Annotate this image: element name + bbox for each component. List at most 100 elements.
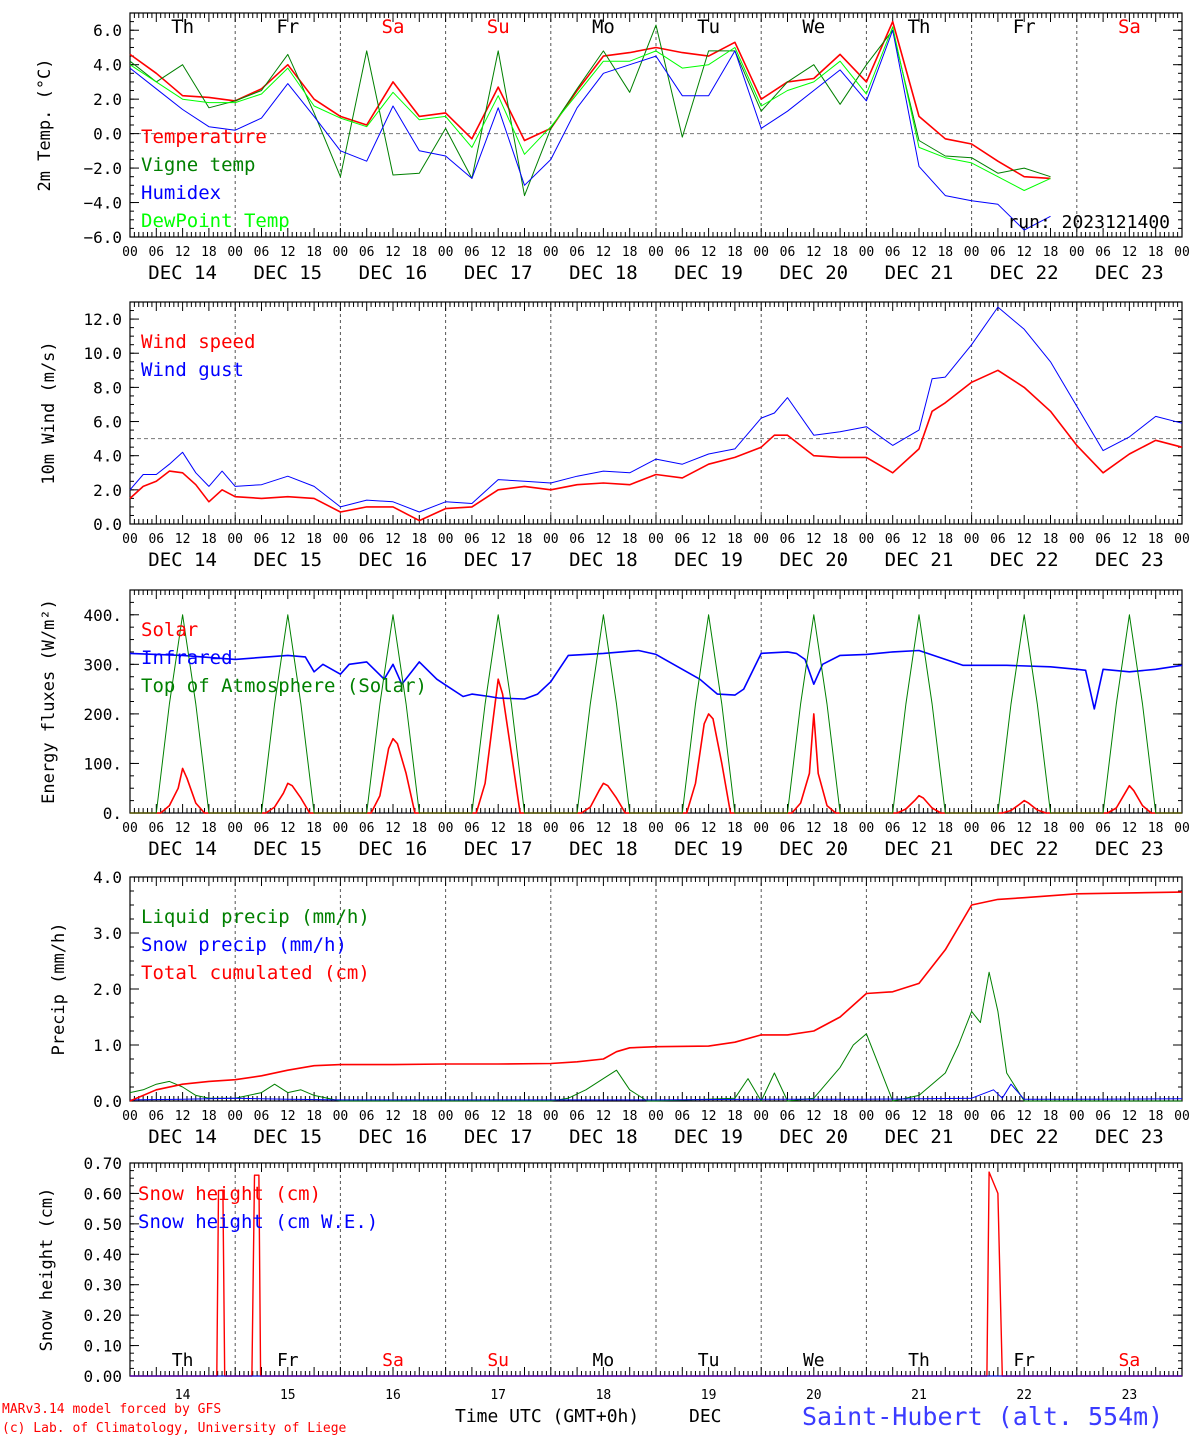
date-label: DEC 21	[885, 838, 954, 860]
hour-label: 00	[648, 245, 664, 260]
hour-label: 18	[411, 245, 427, 260]
hour-label: 12	[490, 1109, 506, 1124]
date-label: DEC 23	[1095, 549, 1164, 571]
date-label: DEC 19	[674, 262, 743, 284]
hour-label: 00	[122, 821, 138, 836]
hour-label: 18	[622, 821, 638, 836]
y-tick-label: 0.50	[83, 1215, 122, 1234]
hour-label: 06	[464, 245, 480, 260]
hour-label: 18	[937, 1109, 953, 1124]
date-label: DEC 23	[1095, 1126, 1164, 1148]
series-energy-1	[129, 649, 1183, 710]
date-label: DEC 20	[779, 262, 848, 284]
date-label: DEC 16	[359, 1126, 428, 1148]
date-label: DEC 20	[779, 1126, 848, 1148]
hour-label: 06	[990, 245, 1006, 260]
hour-label: 12	[596, 245, 612, 260]
hour-label: 06	[990, 532, 1006, 547]
series-temperature-3	[129, 26, 1051, 191]
y-axis-title: 10m Wind (m/s)	[39, 341, 59, 484]
hour-label: 12	[175, 532, 191, 547]
hour-label: 18	[517, 1109, 533, 1124]
legend-entry: Wind speed	[141, 331, 255, 353]
hour-label: 12	[490, 821, 506, 836]
y-tick-label: 0.40	[83, 1245, 122, 1264]
lab-credit: (c) Lab. of Climatology, University of L…	[2, 1421, 347, 1436]
hour-label: 12	[911, 821, 927, 836]
date-label: DEC 18	[569, 1126, 638, 1148]
legend-entry: Solar	[141, 619, 198, 641]
hour-label: 00	[1069, 245, 1085, 260]
hour-label: 06	[148, 1109, 164, 1124]
hour-label: 18	[727, 245, 743, 260]
y-tick-label: 2.0	[93, 481, 122, 500]
y-tick-label: 1.0	[93, 1036, 122, 1055]
hour-label: 18	[201, 821, 217, 836]
y-tick-label: 0.0	[93, 1092, 122, 1111]
hour-label: 06	[885, 532, 901, 547]
y-tick-label: 4.0	[93, 447, 122, 466]
hour-label: 18	[832, 532, 848, 547]
weekday-label-bottom: Su	[487, 1350, 509, 1371]
date-label: DEC 22	[990, 262, 1059, 284]
hour-label: 18	[832, 1109, 848, 1124]
x-axis-title: Time UTC (GMT+0h)	[455, 1406, 640, 1427]
series-energy-2	[130, 614, 1182, 814]
day-number: 19	[701, 1388, 717, 1403]
day-number: 15	[280, 1388, 296, 1403]
y-tick-label: 8.0	[93, 378, 122, 397]
date-label: DEC 21	[885, 1126, 954, 1148]
weekday-label-top: Sa	[1118, 16, 1141, 38]
y-tick-label: 4.0	[93, 868, 122, 887]
date-label: DEC 20	[779, 838, 848, 860]
hour-label: 00	[753, 532, 769, 547]
weekday-label-top: Mo	[592, 16, 615, 38]
date-label: DEC 17	[464, 838, 533, 860]
hour-label: 06	[1095, 532, 1111, 547]
hour-label: 00	[227, 821, 243, 836]
hour-label: 18	[832, 245, 848, 260]
hour-label: 12	[280, 532, 296, 547]
hour-label: 00	[333, 821, 349, 836]
hour-label: 06	[780, 532, 796, 547]
panel-frame-energy	[129, 589, 1183, 814]
hour-label: 06	[674, 821, 690, 836]
series-precip-1	[129, 1083, 1183, 1101]
hour-label: 06	[990, 1109, 1006, 1124]
y-tick-label: 0.00	[83, 1367, 122, 1386]
hour-label: 18	[1148, 532, 1164, 547]
hour-label: 06	[885, 821, 901, 836]
hour-label: 18	[201, 1109, 217, 1124]
y-tick-label: 0.	[103, 804, 122, 823]
date-label: DEC 15	[253, 838, 322, 860]
hour-label: 18	[1043, 245, 1059, 260]
y-tick-label: 6.0	[93, 413, 122, 432]
hour-label: 12	[1016, 1109, 1032, 1124]
hour-label: 12	[911, 245, 927, 260]
y-axis-title: Energy fluxes (W/m²)	[39, 599, 59, 804]
hour-label: 00	[333, 245, 349, 260]
legend-entry: Vigne temp	[141, 154, 255, 176]
hour-label: 12	[280, 821, 296, 836]
series-precip-2	[129, 891, 1183, 1102]
hour-label: 00	[227, 532, 243, 547]
y-tick-label: 2.0	[93, 90, 122, 109]
date-label: DEC 23	[1095, 838, 1164, 860]
hour-label: 12	[385, 1109, 401, 1124]
legend-entry: Snow height (cm W.E.)	[138, 1211, 378, 1233]
hour-label: 18	[727, 1109, 743, 1124]
weekday-label-top: We	[802, 16, 825, 38]
y-tick-label: 0.30	[83, 1276, 122, 1295]
hour-label: 00	[438, 821, 454, 836]
weekday-label-bottom: Mo	[593, 1350, 615, 1371]
hour-label: 12	[1122, 245, 1138, 260]
hour-label: 12	[1122, 1109, 1138, 1124]
day-number: 23	[1122, 1388, 1138, 1403]
hour-label: 18	[1043, 532, 1059, 547]
hour-label: 06	[885, 1109, 901, 1124]
hour-label: 00	[1174, 821, 1190, 836]
hour-label: 06	[1095, 1109, 1111, 1124]
hour-label: 12	[1122, 821, 1138, 836]
date-label: DEC 22	[990, 1126, 1059, 1148]
weekday-label-top: Sa	[382, 16, 405, 38]
